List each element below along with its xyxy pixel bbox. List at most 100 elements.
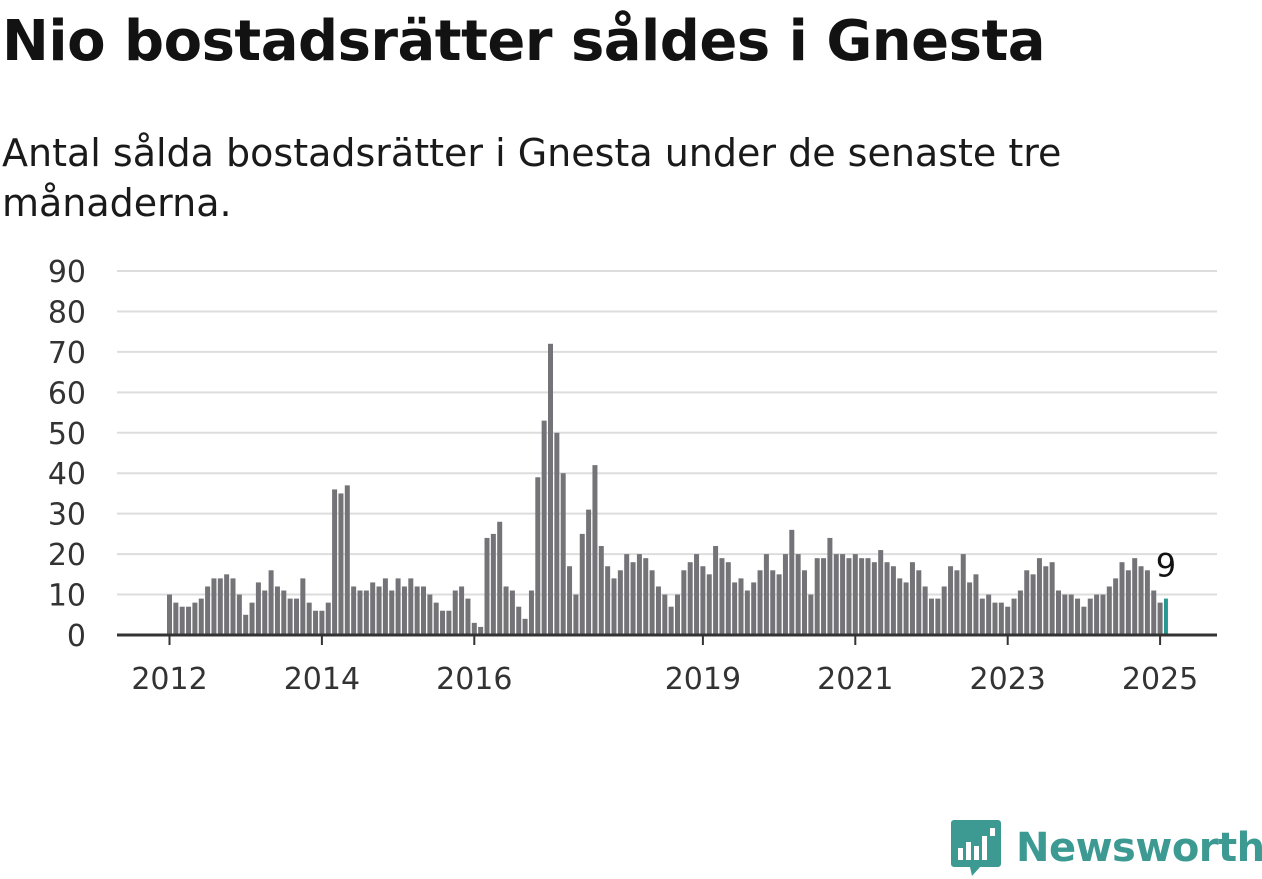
bar [782, 554, 788, 635]
bar [186, 606, 192, 635]
bar [236, 594, 242, 635]
bar [992, 602, 998, 635]
bar [401, 586, 407, 635]
x-axis [117, 633, 1217, 645]
bar [598, 546, 604, 635]
y-tick-label: 20 [48, 538, 86, 573]
bar [643, 558, 649, 635]
bar [1151, 590, 1157, 635]
bar [243, 614, 249, 635]
bar [325, 602, 331, 635]
bar [725, 562, 731, 635]
bar [744, 590, 750, 635]
bar [478, 626, 484, 635]
bar [979, 598, 985, 635]
bar [1138, 566, 1144, 635]
bar [922, 586, 928, 635]
bar [198, 598, 204, 635]
x-tick-label: 2012 [131, 662, 207, 697]
bar [255, 582, 261, 635]
bar [732, 582, 738, 635]
bar [484, 537, 490, 635]
bar [1100, 594, 1106, 635]
bar [662, 594, 668, 635]
bar [713, 546, 719, 635]
newsworthy-logo-icon [951, 820, 1001, 876]
bar [509, 590, 515, 635]
bar-latest [1163, 598, 1168, 635]
y-tick-label: 0 [67, 619, 86, 654]
bar [916, 570, 922, 635]
bar [1068, 594, 1074, 635]
bar [230, 578, 236, 635]
bar [224, 574, 230, 635]
bar [351, 586, 357, 635]
bar [389, 590, 395, 635]
bar [1132, 558, 1138, 635]
bar [611, 578, 617, 635]
bar [751, 582, 757, 635]
newsworthy-logo[interactable]: Newsworthy [950, 818, 1262, 878]
bar [452, 590, 458, 635]
bar [833, 554, 839, 635]
y-tick-label: 70 [48, 336, 86, 371]
x-axis-labels: 2012 2014 2016 2019 2021 2023 2025 [131, 662, 1198, 697]
bar [738, 578, 744, 635]
bar [554, 432, 560, 635]
bar [802, 570, 807, 635]
bar [808, 594, 814, 635]
bar [1113, 578, 1119, 635]
bar [1094, 594, 1100, 635]
newsworthy-logo-text: Newsworthy [1016, 825, 1262, 871]
x-tick-label: 2016 [436, 662, 512, 697]
bar [929, 598, 934, 635]
bar [605, 566, 611, 635]
bar [268, 570, 274, 635]
bar [281, 590, 287, 635]
bar [592, 465, 598, 635]
bar [274, 586, 280, 635]
bar [694, 554, 700, 635]
bar [890, 566, 896, 635]
bar [878, 550, 884, 635]
bar [1011, 598, 1017, 635]
bar [630, 562, 636, 635]
bar [427, 594, 433, 635]
bar [548, 343, 553, 635]
latest-value-label: 9 [1156, 547, 1176, 585]
bar [1119, 562, 1125, 635]
bar [528, 590, 534, 635]
bar [821, 558, 827, 635]
bar [1030, 574, 1036, 635]
bar [541, 420, 547, 635]
bar [249, 602, 255, 635]
bar [516, 606, 522, 635]
bar [948, 566, 954, 635]
bar [960, 554, 966, 635]
bar [421, 586, 426, 635]
bar [1087, 598, 1093, 635]
x-tick-label: 2025 [1122, 662, 1198, 697]
bar [376, 586, 382, 635]
bar [382, 578, 388, 635]
bar [433, 602, 439, 635]
bar [262, 590, 268, 635]
bar [313, 610, 319, 635]
bar [1081, 606, 1087, 635]
bar [1049, 562, 1055, 635]
bar [998, 602, 1004, 635]
bar [503, 586, 509, 635]
y-tick-label: 10 [48, 579, 86, 614]
y-tick-label: 60 [48, 376, 86, 411]
bar [776, 574, 782, 635]
bar [859, 558, 865, 635]
chart-title: Nio bostadsrätter såldes i Gnesta [2, 9, 1046, 74]
bar [217, 578, 223, 635]
bar [1043, 566, 1049, 635]
bar [1024, 570, 1030, 635]
bar [1144, 570, 1150, 635]
gridlines [117, 270, 1217, 596]
y-tick-label: 40 [48, 457, 86, 492]
bar [1075, 598, 1081, 635]
bar [459, 586, 465, 635]
